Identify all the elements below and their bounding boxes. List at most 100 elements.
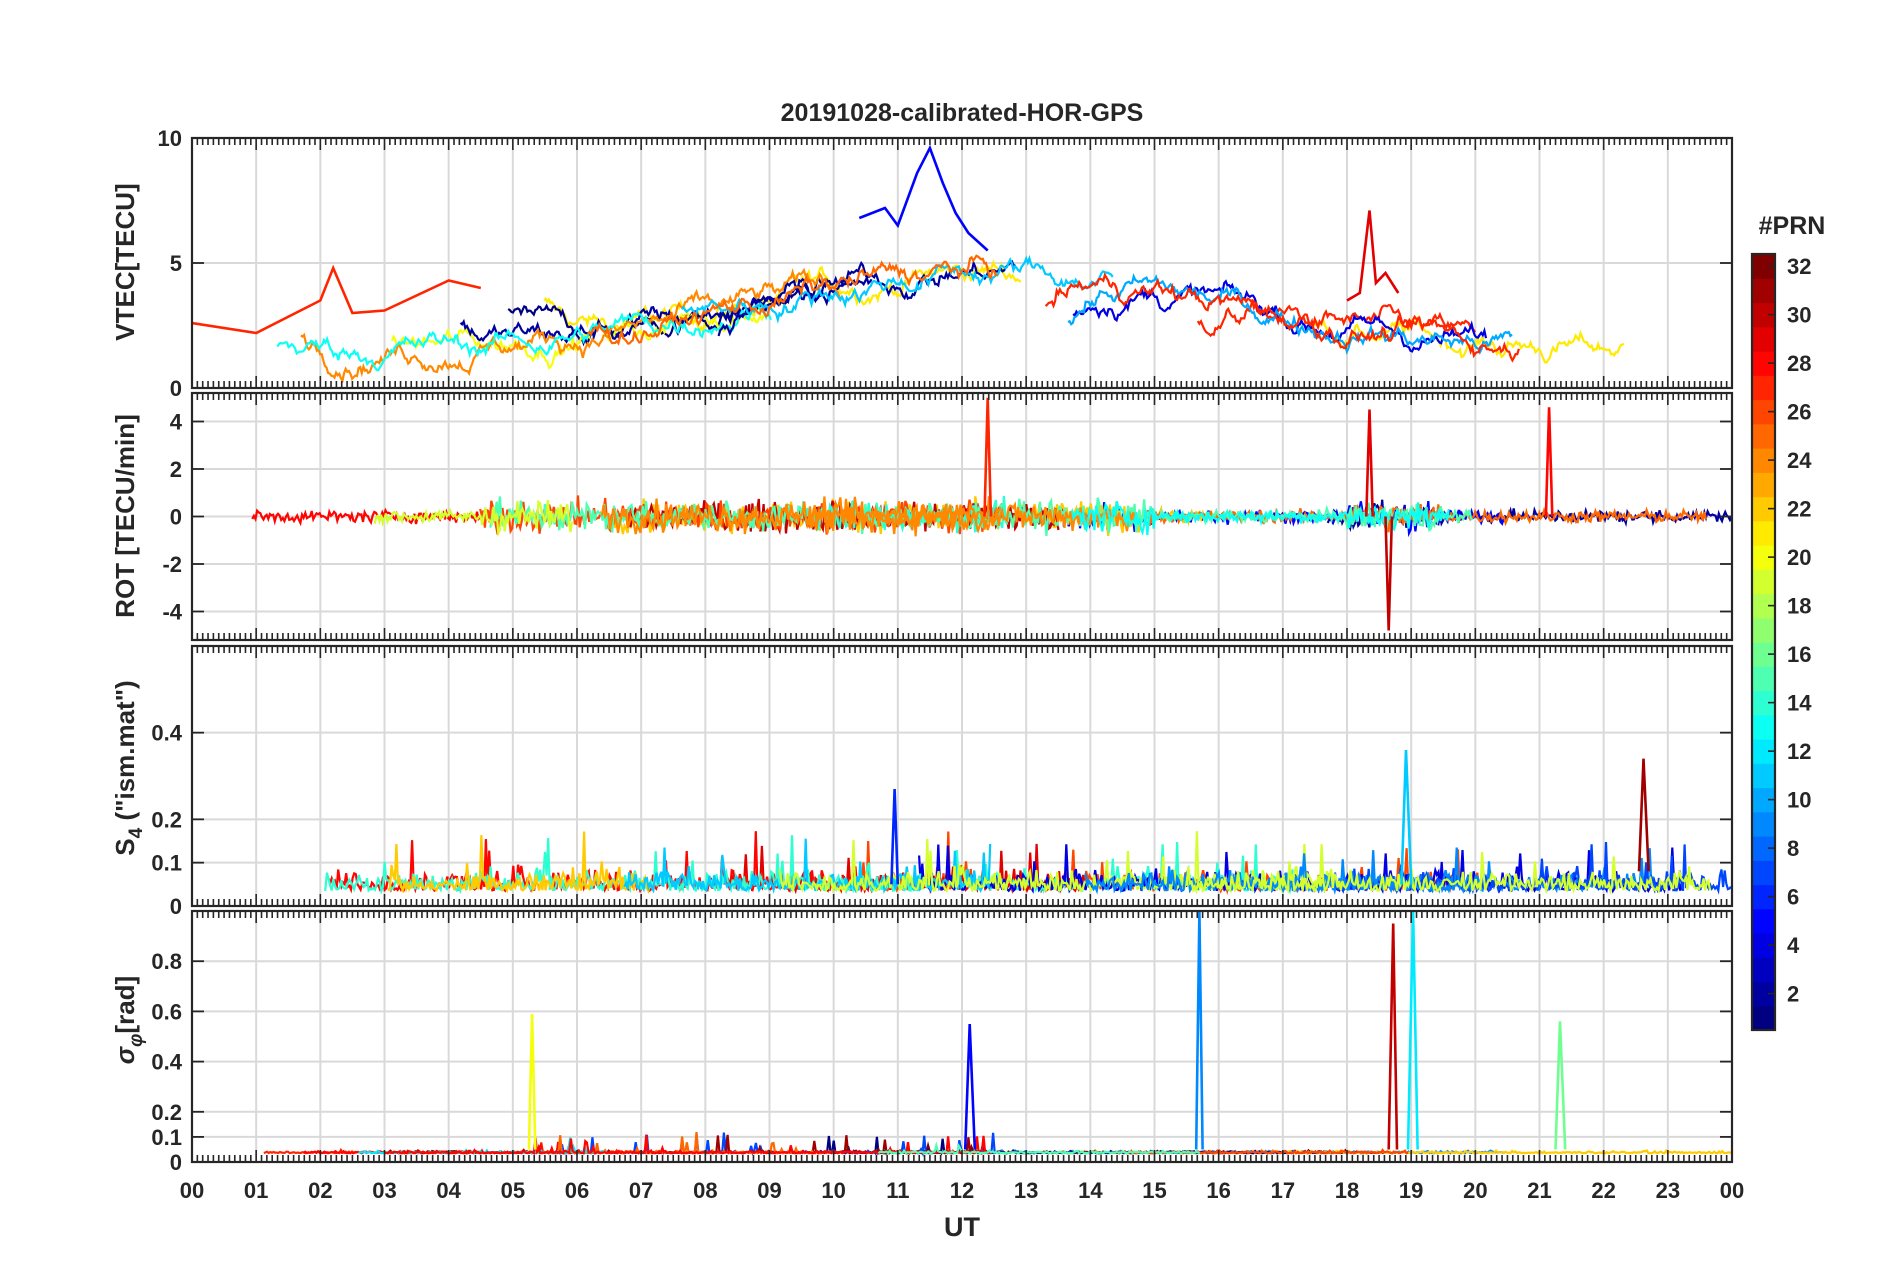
colorbar-segment [1752, 739, 1775, 764]
vtec-ylabel: VTEC[TECU] [110, 183, 140, 340]
s4-ylabel: S4 ("ism.mat") [110, 680, 147, 855]
colorbar-tick-label: 16 [1787, 642, 1811, 667]
colorbar-segment [1752, 569, 1775, 595]
x-tick-label: 09 [757, 1178, 781, 1203]
x-tick-label: 18 [1335, 1178, 1359, 1203]
colorbar-tick-label: 26 [1787, 400, 1811, 425]
rot-series-prn-29-spike [1365, 409, 1374, 517]
colorbar-segment [1752, 399, 1775, 425]
rot-trace-prn-19 [373, 499, 574, 538]
rot-series-prn-27-spike [983, 397, 993, 517]
colorbar-tick-label: 20 [1787, 545, 1811, 570]
rot-series-prn-30-spike [1384, 516, 1394, 631]
colorbar-segment [1752, 448, 1775, 473]
colorbar-tick-label: 32 [1787, 254, 1811, 279]
sigma-ytick-label: 0.4 [151, 1050, 182, 1075]
vtec-ytick-label: 5 [170, 251, 182, 276]
x-tick-label: 22 [1591, 1178, 1615, 1203]
colorbar-tick-label: 30 [1787, 303, 1811, 328]
x-tick-label: 00 [1720, 1178, 1744, 1203]
colorbar-segment [1752, 884, 1775, 910]
x-tick-label: 01 [244, 1178, 268, 1203]
x-tick-label: 23 [1656, 1178, 1680, 1203]
s4-ytick-label: 0.2 [151, 807, 182, 832]
vtec-trace-prn-25 [586, 254, 998, 346]
colorbar-tick-label: 22 [1787, 497, 1811, 522]
s4-series-prn-11-peak [1400, 749, 1413, 885]
sigma-series-prn-20-spike [527, 1013, 537, 1150]
colorbar-segment [1752, 690, 1775, 716]
colorbar-tick-label: 6 [1787, 885, 1799, 910]
colorbar-segment [1752, 278, 1775, 304]
s4-ytick-label: 0 [170, 894, 182, 919]
colorbar-tick-label: 10 [1787, 788, 1811, 813]
vtec-series-prn-5 [858, 144, 989, 252]
colorbar-segment [1752, 254, 1775, 279]
s4-ylabel-sub: 4 [126, 827, 147, 838]
colorbar-segment [1752, 666, 1775, 692]
vtec-series-prn-27 [192, 264, 482, 335]
sigma-ylabel-sub: φ [126, 1034, 147, 1047]
colorbar-segment [1752, 714, 1775, 740]
s4-trace-prn-11 [623, 838, 992, 895]
x-tick-label: 12 [950, 1178, 974, 1203]
colorbar-segment [1752, 593, 1775, 619]
colorbar-tick-label: 8 [1787, 836, 1799, 861]
sigma-trace-prn-15 [877, 1141, 1201, 1155]
colorbar-segment [1752, 981, 1775, 1007]
rot-ytick-label: -4 [162, 600, 182, 625]
rot-ytick-label: -2 [162, 552, 182, 577]
sigma-ytick-label: 0.8 [151, 949, 182, 974]
x-tick-label: 13 [1014, 1178, 1038, 1203]
colorbar-tick-label: 24 [1787, 448, 1812, 473]
colorbar-segment [1752, 375, 1775, 401]
vtec-frame [190, 136, 1734, 390]
chart-title: 20191028-calibrated-HOR-GPS [781, 99, 1144, 127]
s4-series-prn-6-peak [890, 788, 900, 885]
sigma-traces [263, 911, 1732, 1158]
x-tick-label: 10 [821, 1178, 845, 1203]
s4-trace-prn-22 [387, 831, 651, 895]
rot-ylabel: ROT [TECU/min] [110, 414, 140, 618]
colorbar-tick-label: 18 [1787, 594, 1811, 619]
x-tick-label: 16 [1206, 1178, 1230, 1203]
x-tick-label: 05 [501, 1178, 525, 1203]
sigma-ytick-label: 0.1 [151, 1125, 182, 1150]
x-tick-labels: 00 01 02 03 04 05 06 07 08 09 10 11 12 13 14 15 16 17 18 19… [180, 1178, 1744, 1203]
rot-ytick-label: 4 [170, 410, 183, 435]
colorbar-segment [1752, 642, 1775, 667]
sigma-ylabel-main: σ [110, 1045, 140, 1064]
vtec-trace-prn-27 [1196, 300, 1477, 338]
colorbar-frame [1750, 252, 1777, 1032]
colorbar-segment [1752, 423, 1775, 449]
rot-traces [251, 397, 1732, 631]
rot-trace-prn-13 [1070, 501, 1450, 536]
sigma-frame [190, 909, 1734, 1164]
colorbar-tick-label: 12 [1787, 739, 1811, 764]
sigma-trace-prn-28 [384, 1134, 992, 1156]
colorbar-tick-label: 2 [1787, 982, 1799, 1007]
colorbar-segment [1752, 520, 1775, 546]
vtec-traces [192, 144, 1625, 384]
colorbar-tick-label: 28 [1787, 351, 1811, 376]
rot-ytick-label: 0 [170, 505, 182, 530]
s4-ylabel-rest: ("ism.mat") [110, 680, 140, 827]
s4-panel: 0 0.1 0.2 0.4 [151, 644, 1734, 919]
rot-series-prn-28-spike [1544, 407, 1554, 517]
colorbar-segment [1752, 787, 1775, 813]
colorbar-segment [1752, 472, 1775, 498]
sigma-ylabel-rest: [rad] [110, 976, 140, 1034]
sigma-series-prn-16-spike [1554, 1021, 1567, 1150]
s4-series-prn-31-peak [1637, 758, 1650, 872]
sigma-series-prn-12-spike [1406, 911, 1419, 1150]
vtec-trace-prn-11 [680, 254, 1114, 324]
colorbar-segment [1752, 811, 1775, 837]
x-tick-label: 19 [1399, 1178, 1423, 1203]
s4-frame [190, 644, 1734, 908]
colorbar-segment [1752, 496, 1775, 522]
vtec-trace-prn-24 [300, 267, 842, 384]
colorbar-segment [1752, 860, 1775, 886]
vtec-trace-prn-27 [1044, 272, 1520, 363]
colorbar-segment [1752, 836, 1775, 861]
